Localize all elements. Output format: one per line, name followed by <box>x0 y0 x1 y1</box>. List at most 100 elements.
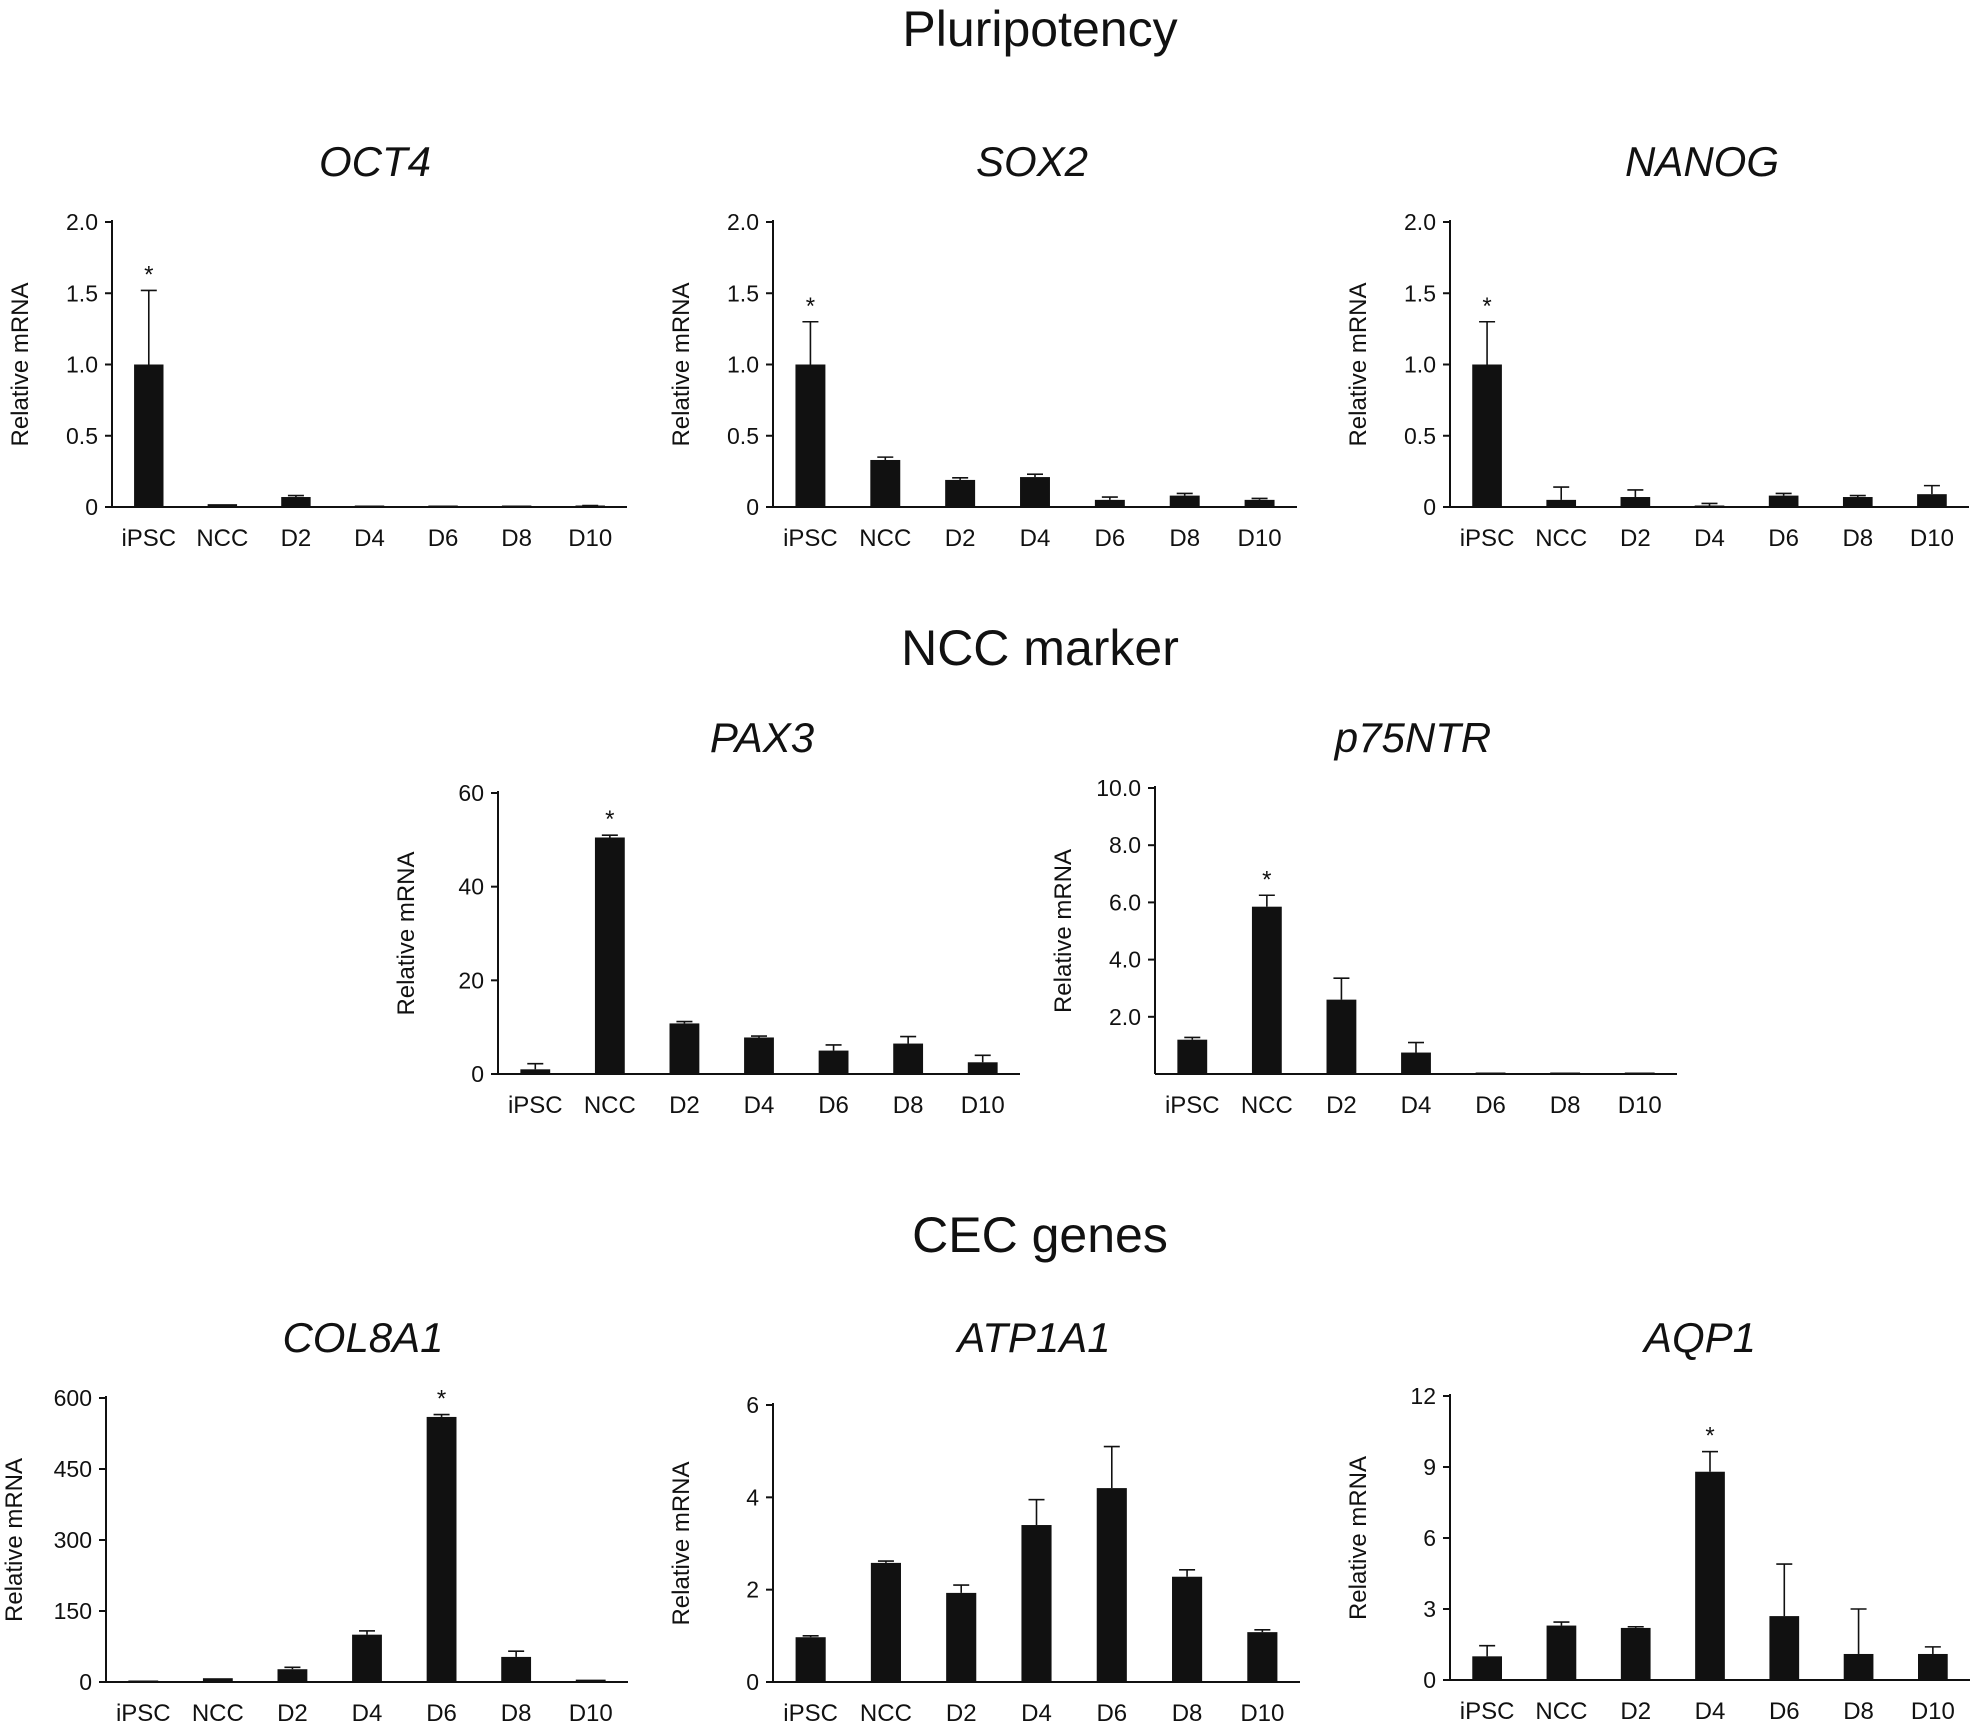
x-tick-label-p75ntr: iPSC <box>1165 1092 1220 1119</box>
x-tick-label-atp1a1: D4 <box>1021 1700 1052 1727</box>
x-tick-label-col8a1: NCC <box>192 1700 244 1727</box>
y-tick-label-sox2: 0.5 <box>727 423 759 449</box>
x-tick-label-oct4: iPSC <box>121 525 176 552</box>
y-tick-label-p75ntr: 4.0 <box>1109 947 1141 973</box>
x-tick-label-p75ntr: D2 <box>1326 1092 1357 1119</box>
bar-col8a1-d6 <box>426 1416 457 1682</box>
x-tick-label-pax3: NCC <box>584 1092 636 1119</box>
bar-aqp1-ncc <box>1546 1625 1577 1680</box>
x-tick-label-atp1a1: NCC <box>860 1700 912 1727</box>
section-title-cec-genes: CEC genes <box>912 1207 1168 1263</box>
x-tick-label-nanog: iPSC <box>1460 525 1515 552</box>
y-tick-label-col8a1: 600 <box>54 1385 92 1411</box>
bar-nanog-ipsc <box>1472 364 1502 507</box>
y-tick-label-nanog: 2.0 <box>1404 209 1436 235</box>
bar-atp1a1-ncc <box>870 1562 901 1682</box>
x-tick-label-sox2: NCC <box>859 525 911 552</box>
significance-star-aqp1: * <box>1705 1423 1714 1450</box>
x-tick-label-oct4: D2 <box>281 525 312 552</box>
bar-nanog-d8 <box>1842 497 1873 507</box>
x-tick-label-col8a1: D6 <box>426 1700 457 1727</box>
x-tick-label-aqp1: NCC <box>1535 1698 1587 1725</box>
x-tick-label-aqp1: D4 <box>1695 1698 1726 1725</box>
bar-pax3-ncc <box>594 837 625 1074</box>
y-tick-label-sox2: 1.5 <box>727 280 759 306</box>
y-tick-label-aqp1: 3 <box>1423 1596 1436 1622</box>
x-tick-label-aqp1: D8 <box>1843 1698 1874 1725</box>
bar-atp1a1-d6 <box>1096 1488 1127 1682</box>
bar-col8a1-ipsc <box>128 1680 159 1682</box>
chart-title-sox2: SOX2 <box>976 138 1088 185</box>
bar-sox2-d8 <box>1169 495 1200 507</box>
y-tick-label-atp1a1: 6 <box>746 1392 759 1418</box>
x-tick-label-atp1a1: iPSC <box>783 1700 838 1727</box>
y-tick-label-col8a1: 450 <box>54 1456 92 1482</box>
section-title-pluripotency: Pluripotency <box>902 1 1177 57</box>
bar-aqp1-ipsc <box>1472 1656 1502 1680</box>
y-tick-label-pax3: 20 <box>458 967 484 993</box>
y-tick-label-atp1a1: 4 <box>746 1484 759 1510</box>
bar-aqp1-d8 <box>1843 1653 1874 1680</box>
y-tick-label-pax3: 0 <box>471 1061 484 1087</box>
bar-pax3-d8 <box>893 1043 924 1074</box>
x-tick-label-col8a1: D2 <box>277 1700 308 1727</box>
bar-col8a1-d10 <box>575 1679 606 1682</box>
bar-aqp1-d4 <box>1695 1471 1725 1680</box>
chart-col8a1: COL8A1 Relative mRNA 0 150 300 450 600 iPSC NCC D… <box>1 1314 628 1727</box>
bar-oct4-d2 <box>281 497 311 507</box>
bar-aqp1-d2 <box>1620 1627 1651 1680</box>
x-tick-label-atp1a1: D8 <box>1172 1700 1203 1727</box>
y-tick-label-aqp1: 0 <box>1423 1667 1436 1693</box>
bar-p75ntr-ipsc <box>1177 1039 1208 1074</box>
bar-sox2-d6 <box>1094 499 1125 507</box>
charts-container: OCT4 Relative mRNA 0 0.5 1.0 1.5 2.0 iPSC * NCC D2… <box>1 138 1970 1727</box>
x-tick-label-oct4: D6 <box>428 525 459 552</box>
x-tick-label-p75ntr: NCC <box>1241 1092 1293 1119</box>
bar-pax3-ipsc <box>520 1069 551 1074</box>
x-tick-label-pax3: D4 <box>744 1092 775 1119</box>
x-tick-label-sox2: D8 <box>1169 525 1200 552</box>
bar-nanog-d2 <box>1620 497 1651 507</box>
chart-title-oct4: OCT4 <box>319 138 431 185</box>
bar-p75ntr-ncc <box>1251 906 1282 1074</box>
x-tick-label-p75ntr: D8 <box>1550 1092 1581 1119</box>
bar-p75ntr-d2 <box>1326 999 1357 1074</box>
bar-sox2-d4 <box>1020 477 1050 507</box>
bar-col8a1-d4 <box>352 1634 382 1682</box>
x-tick-label-oct4: NCC <box>196 525 248 552</box>
chart-title-p75ntr: p75NTR <box>1333 714 1491 761</box>
y-axis-title-p75ntr: Relative mRNA <box>1050 849 1077 1013</box>
chart-atp1a1: ATP1A1 Relative mRNA 0 2 4 6 iPSC NCC D2 D4 D6 D8 D1… <box>668 1314 1300 1727</box>
chart-title-col8a1: COL8A1 <box>282 1314 443 1361</box>
significance-star-oct4: * <box>144 261 153 288</box>
chart-sox2: SOX2 Relative mRNA 0 0.5 1.0 1.5 2.0 iPSC * NCC D2… <box>668 138 1297 552</box>
y-tick-label-aqp1: 6 <box>1423 1525 1436 1551</box>
bar-oct4-d8 <box>501 505 532 507</box>
bar-sox2-d10 <box>1244 499 1275 507</box>
x-tick-label-col8a1: D4 <box>352 1700 383 1727</box>
y-tick-label-nanog: 1.0 <box>1404 352 1436 378</box>
y-axis-title-nanog: Relative mRNA <box>1345 282 1372 446</box>
significance-star-nanog: * <box>1482 293 1491 320</box>
bar-sox2-d2 <box>945 479 976 507</box>
y-tick-label-oct4: 0.5 <box>66 423 98 449</box>
significance-star-p75ntr: * <box>1262 866 1271 893</box>
x-tick-label-nanog: D2 <box>1620 525 1651 552</box>
chart-aqp1: AQP1 Relative mRNA 0 3 6 9 12 iPSC NCC D2 D4 * D6 D8 D… <box>1345 1314 1970 1725</box>
x-tick-label-oct4: D8 <box>501 525 532 552</box>
chart-p75ntr: p75NTR Relative mRNA 2.0 4.0 6.0 8.0 10.0 iPSC N… <box>1050 714 1677 1119</box>
significance-star-col8a1: * <box>437 1386 446 1413</box>
y-tick-label-oct4: 2.0 <box>66 209 98 235</box>
x-tick-label-col8a1: iPSC <box>116 1700 171 1727</box>
x-tick-label-nanog: D6 <box>1768 525 1799 552</box>
y-tick-label-pax3: 40 <box>458 874 484 900</box>
bar-oct4-ipsc <box>134 364 164 507</box>
x-tick-label-sox2: D4 <box>1020 525 1051 552</box>
y-tick-label-p75ntr: 2.0 <box>1109 1004 1141 1030</box>
y-tick-label-nanog: 0 <box>1423 494 1436 520</box>
x-tick-label-pax3: D8 <box>893 1092 924 1119</box>
bar-nanog-d10 <box>1917 494 1947 507</box>
bar-nanog-d4 <box>1694 505 1725 507</box>
bar-pax3-d4 <box>744 1037 774 1074</box>
